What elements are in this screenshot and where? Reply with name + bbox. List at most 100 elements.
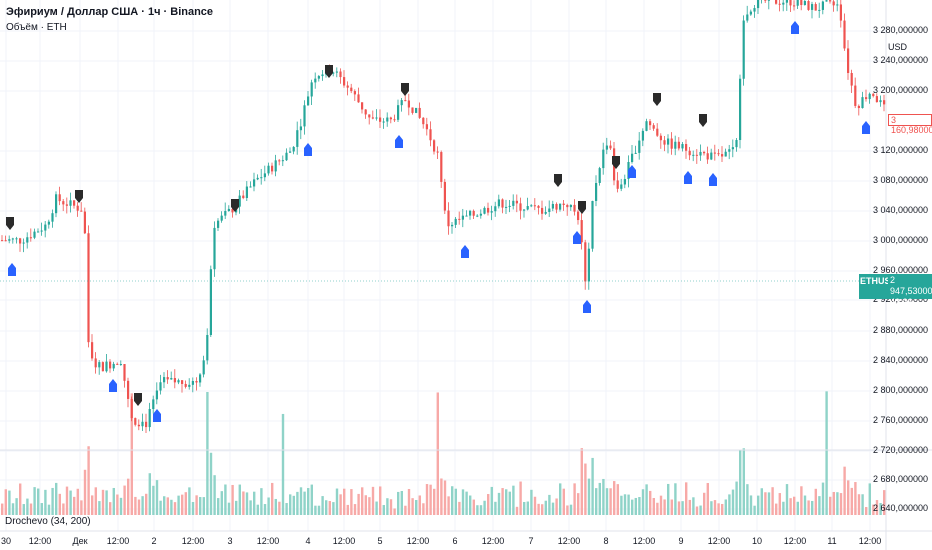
volume-bar xyxy=(803,495,807,515)
candle-body xyxy=(51,213,54,222)
volume-bar xyxy=(753,505,756,515)
candle-body xyxy=(515,200,518,204)
volume-bar xyxy=(605,488,609,515)
volume-bar xyxy=(199,497,202,515)
volume-bar xyxy=(94,487,97,515)
volume-bar xyxy=(310,484,313,515)
volume-bar xyxy=(573,483,576,515)
volume-bar xyxy=(4,489,7,515)
volume-bar xyxy=(386,498,389,515)
candle-body xyxy=(685,144,688,151)
volume-bar xyxy=(832,491,835,515)
volume-bar xyxy=(469,495,472,515)
candle-body xyxy=(677,141,680,149)
candle-body xyxy=(681,144,684,149)
volume-bar xyxy=(8,490,11,515)
volume-bar xyxy=(771,487,774,515)
volume-bar xyxy=(116,494,119,515)
volume-bar xyxy=(872,504,875,515)
volume-bar xyxy=(145,493,148,515)
price-tick-label: 2 840,000000 xyxy=(872,355,928,365)
volume-bar xyxy=(51,487,54,515)
time-tick-label: 7 xyxy=(528,536,534,546)
candle-body xyxy=(559,203,562,210)
candle-body xyxy=(137,424,140,427)
volume-bar xyxy=(616,484,619,515)
chart-grid xyxy=(0,0,886,531)
candle-body xyxy=(393,119,396,121)
time-tick-label: 11 xyxy=(827,536,837,546)
candle-body xyxy=(206,334,209,361)
volume-bar xyxy=(472,499,475,515)
candle-body xyxy=(742,20,745,79)
candle-body xyxy=(418,107,421,118)
candle-body xyxy=(843,20,846,49)
volume-bar xyxy=(674,483,677,515)
volume-bar xyxy=(101,489,105,515)
candle-body xyxy=(836,4,839,6)
time-tick-label: 12:00 xyxy=(481,536,505,546)
last-price-badge: 2 947,530000 40:26 xyxy=(888,274,932,307)
candle-body xyxy=(350,87,353,92)
candle-body xyxy=(400,100,403,106)
candle-body xyxy=(695,154,698,156)
volume-bar xyxy=(454,488,457,515)
candle-body xyxy=(278,160,281,162)
buy-signal-marker xyxy=(573,231,581,244)
candle-body xyxy=(321,74,324,77)
volume-bar xyxy=(184,492,187,515)
candle-body xyxy=(386,117,389,122)
candle-body xyxy=(645,121,648,131)
volume-bar xyxy=(638,497,641,515)
volume-bar xyxy=(580,448,583,515)
sell-signal-marker xyxy=(231,199,239,212)
candle-body xyxy=(818,9,821,11)
volume-bar xyxy=(379,486,382,515)
volume-bar xyxy=(127,478,130,515)
candle-body xyxy=(472,210,475,216)
volume-bar xyxy=(487,494,490,515)
volume-bar xyxy=(44,489,47,515)
currency-label[interactable]: USD xyxy=(888,42,908,52)
candle-body xyxy=(569,204,572,208)
volume-bar xyxy=(620,495,623,515)
volume-bar xyxy=(73,496,76,515)
candle-body xyxy=(238,195,241,207)
chart-legend[interactable]: Эфириум / Доллар США · 1ч · Binance Объё… xyxy=(6,5,213,35)
candle-body xyxy=(865,97,868,100)
volume-bar xyxy=(213,475,216,515)
candle-body xyxy=(573,204,576,212)
volume-bar xyxy=(285,503,288,515)
candle-body xyxy=(314,78,317,83)
volume-bar xyxy=(433,488,436,515)
volume-bar xyxy=(55,482,58,515)
volume-bar xyxy=(631,499,634,515)
volume-bar xyxy=(875,500,879,515)
volume-legend[interactable]: Объём · ETH xyxy=(6,22,67,33)
candle-body xyxy=(692,154,695,156)
candle-body xyxy=(649,121,652,126)
candle-body xyxy=(789,0,792,6)
candle-body xyxy=(638,140,641,153)
candle-body xyxy=(159,382,162,391)
candle-body xyxy=(821,1,824,10)
volume-bar xyxy=(523,501,526,515)
volume-bar xyxy=(371,486,375,515)
symbol-title[interactable]: Эфириум / Доллар США · 1ч · Binance xyxy=(6,6,214,18)
time-tick-label: 8 xyxy=(603,536,609,546)
volume-bar xyxy=(512,485,515,515)
volume-bar xyxy=(339,494,342,515)
price-tick-label: 2 880,000000 xyxy=(872,325,928,335)
sell-signal-marker xyxy=(6,217,14,230)
candle-body xyxy=(829,0,832,2)
volume-bar xyxy=(724,499,727,515)
candle-body xyxy=(310,82,313,97)
indicator-label[interactable]: Drochevo (34, 200) xyxy=(5,516,91,527)
candle-body xyxy=(339,71,342,78)
volume-bar xyxy=(353,504,357,515)
volume-bar xyxy=(62,503,65,515)
candle-body xyxy=(800,0,803,6)
candle-body xyxy=(299,126,302,131)
candle-body xyxy=(605,145,608,150)
